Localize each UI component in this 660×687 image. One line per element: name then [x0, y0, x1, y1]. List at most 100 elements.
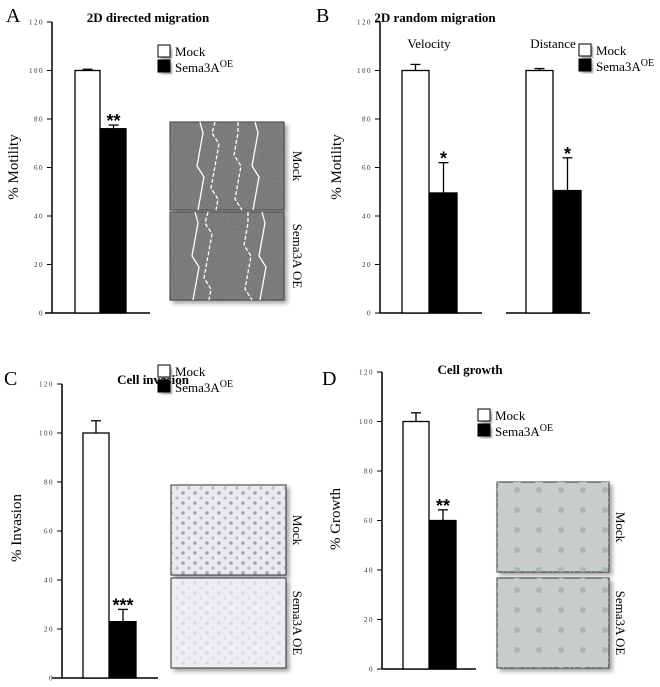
panel-label: A	[6, 5, 21, 27]
panel-label: D	[322, 368, 336, 390]
bar-sema3a-oe	[109, 621, 137, 679]
y-tick-label: 100	[29, 67, 44, 75]
legend-label-oe-superscript: OE	[540, 423, 553, 434]
y-tick-label: 80	[364, 468, 374, 476]
chart-title: Cell growth	[437, 362, 503, 377]
legend-label-oe-superscript: OE	[220, 59, 233, 70]
legend-label-mock: Mock	[175, 364, 206, 379]
panel-label: C	[4, 368, 17, 390]
legend-label-oe: Sema3AOE	[495, 423, 553, 439]
y-tick-label: 40	[44, 577, 54, 585]
legend-swatch-mock	[477, 408, 491, 422]
y-tick-label: 60	[34, 164, 44, 172]
legend-label-oe: Sema3AOE	[175, 379, 233, 395]
group-label: Velocity	[407, 36, 451, 51]
chart-title: Cell invasion	[117, 372, 190, 387]
micrograph-texture	[170, 122, 284, 210]
significance-marker: *	[564, 144, 571, 164]
y-tick-label: 80	[44, 479, 54, 487]
legend-label-oe-base: Sema3A	[596, 59, 641, 74]
bar-sema3a-oe	[553, 189, 582, 314]
wound-edge-line	[191, 211, 200, 301]
y-tick-label: 120	[359, 369, 374, 377]
bar-mock	[74, 69, 101, 314]
group-label: Distance	[530, 36, 576, 51]
legend-swatch-oe	[157, 379, 171, 393]
wound-edge-line	[196, 121, 205, 211]
y-tick-label: 20	[364, 616, 374, 624]
y-axis-label: % Invasion	[9, 494, 25, 562]
micrograph-label-oe: Sema3A OE	[290, 224, 305, 289]
legend-label-oe-base: Sema3A	[495, 424, 540, 439]
chart-panel-a: A 2D directed migration % Motility 0 20 40 60 8…	[6, 5, 233, 318]
y-tick-label: 60	[362, 164, 372, 172]
chart-title: 2D directed migration	[87, 10, 210, 25]
y-tick-label: 40	[34, 213, 44, 221]
legend-swatch-mock	[157, 44, 171, 58]
chart-panel-b: B 2D random migration % Motility 0 20 40 60 80 1…	[316, 5, 654, 318]
bar-sema3a-oe	[429, 519, 457, 670]
wound-edge-line	[210, 121, 220, 211]
y-tick-label: 80	[34, 116, 44, 124]
y-tick-label: 20	[362, 261, 372, 269]
micrograph-inset: Mock Sema3A OE	[170, 484, 305, 669]
micrograph-texture	[497, 482, 609, 572]
legend-label-oe: Sema3AOE	[596, 58, 654, 74]
significance-marker: ***	[112, 595, 133, 615]
legend-label-mock: Mock	[175, 44, 206, 59]
y-tick-label: 0	[367, 310, 372, 318]
micrograph-inset: Mock Sema3A OE	[169, 121, 305, 301]
wound-edge-line	[251, 121, 260, 211]
y-tick-label: 120	[39, 381, 54, 389]
micrograph-texture	[171, 578, 286, 668]
wound-edge-line	[203, 211, 213, 301]
y-tick-label: 120	[29, 19, 44, 27]
bar-mock	[401, 69, 430, 314]
micrograph-label-mock: Mock	[613, 512, 628, 543]
y-tick-label: 60	[44, 528, 54, 536]
chart-title: 2D random migration	[374, 10, 496, 25]
legend-label-oe-base: Sema3A	[175, 380, 220, 395]
y-tick-label: 80	[362, 116, 372, 124]
legend-label-oe-superscript: OE	[220, 379, 233, 390]
bar-mock	[402, 420, 430, 670]
y-tick-label: 100	[39, 430, 54, 438]
legend-label-oe-base: Sema3A	[175, 60, 220, 75]
y-tick-label: 60	[364, 517, 374, 525]
legend-swatch-mock	[578, 43, 592, 57]
y-tick-label: 0	[369, 666, 374, 674]
micrograph-label-mock: Mock	[290, 151, 305, 182]
bar-sema3a-oe	[100, 128, 127, 314]
y-tick-label: 0	[49, 675, 54, 683]
y-tick-label: 40	[364, 567, 374, 575]
wound-edge-line	[243, 212, 253, 301]
micrograph-texture	[170, 212, 284, 300]
wound-edge-line	[233, 122, 243, 211]
legend-swatch-oe	[157, 59, 171, 73]
micrograph-label-oe: Sema3A OE	[613, 591, 628, 656]
legend-swatch-mock	[157, 364, 171, 378]
legend-label-oe-superscript: OE	[641, 58, 654, 69]
legend-label-mock: Mock	[495, 408, 526, 423]
wound-edge-line	[258, 211, 267, 301]
micrograph-label-mock: Mock	[290, 515, 305, 546]
bar-sema3a-oe	[429, 192, 458, 314]
y-tick-label: 100	[357, 67, 372, 75]
y-tick-label: 0	[39, 310, 44, 318]
bar-mock	[525, 69, 554, 314]
y-axis-label: % Growth	[328, 487, 344, 550]
y-tick-label: 20	[34, 261, 44, 269]
chart-panel-d: D Cell growth % Growth 0 20 40 60 80 100 120 ** Moc…	[322, 362, 553, 674]
significance-marker: **	[106, 111, 120, 131]
y-tick-label: 40	[362, 213, 372, 221]
y-axis-label: % Motility	[329, 134, 345, 200]
significance-marker: *	[440, 149, 447, 169]
legend-label-mock: Mock	[596, 43, 627, 58]
micrograph-texture	[497, 578, 609, 668]
y-tick-label: 100	[359, 418, 374, 426]
